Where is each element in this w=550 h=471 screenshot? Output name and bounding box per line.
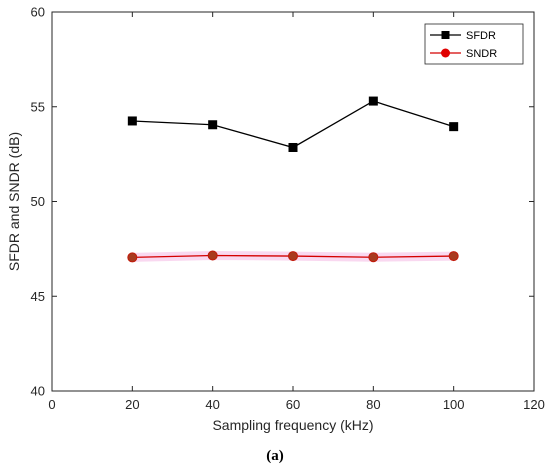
plot-area: 0 20 40 60 80 100 120 40 45 50 55 60 Sampling freque…	[6, 5, 545, 434]
x-tick-label: 0	[48, 397, 55, 412]
x-axis-title: Sampling frequency (kHz)	[212, 417, 373, 433]
sfdr-point	[208, 120, 218, 130]
sndr-point	[127, 252, 138, 263]
sndr-point	[207, 250, 218, 261]
sfdr-point	[288, 142, 298, 152]
y-tick-label: 45	[31, 289, 45, 304]
sfdr-point	[127, 116, 137, 126]
legend-box	[424, 23, 524, 65]
sfdr-point	[368, 96, 378, 106]
sndr-point	[368, 252, 379, 263]
x-tick-label: 20	[125, 397, 139, 412]
x-tick-label: 40	[205, 397, 219, 412]
legend-marker	[441, 48, 450, 58]
y-tick-label: 40	[31, 384, 45, 399]
legend-label: SNDR	[466, 48, 497, 60]
x-tick-label: 80	[366, 397, 380, 412]
y-tick-label: 60	[31, 5, 45, 20]
legend: SFDR SNDR	[424, 23, 524, 65]
x-tick-label: 100	[443, 397, 465, 412]
x-tick-label: 60	[286, 397, 300, 412]
axes-box	[51, 11, 535, 392]
x-tick-label: 120	[523, 397, 545, 412]
figure-caption: (a)	[266, 448, 284, 464]
legend-label: SFDR	[466, 30, 496, 42]
legend-marker	[441, 31, 450, 39]
y-tick-label: 55	[31, 99, 45, 114]
y-tick-label: 50	[31, 194, 45, 209]
sndr-point	[448, 251, 459, 262]
sndr-point	[288, 251, 298, 262]
sfdr-point	[449, 122, 459, 132]
y-axis-title: SFDR and SNDR (dB)	[6, 132, 22, 271]
